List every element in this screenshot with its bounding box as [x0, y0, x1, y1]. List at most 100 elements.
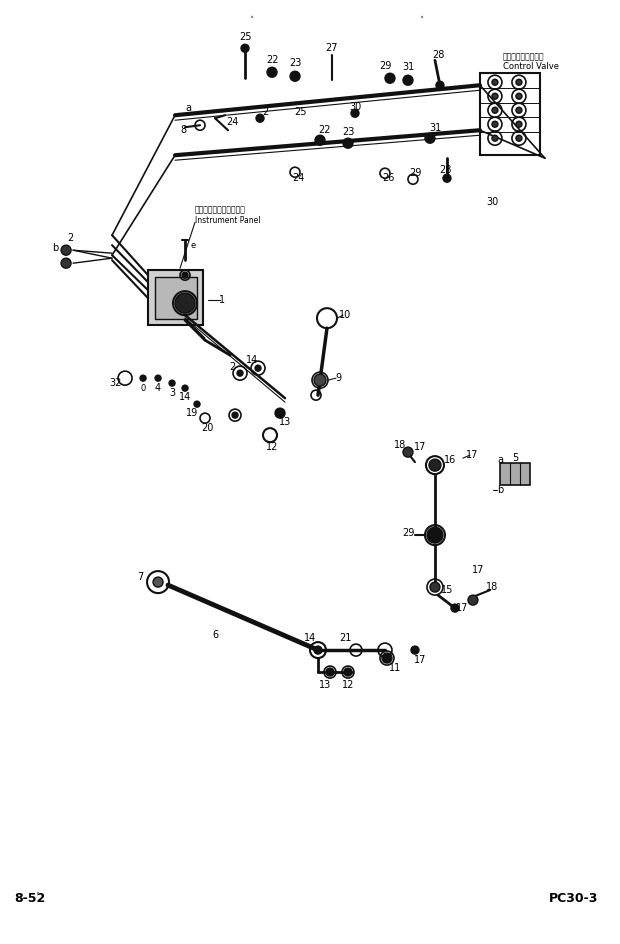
Circle shape [140, 375, 146, 381]
Text: 23: 23 [342, 127, 354, 137]
Text: 5: 5 [512, 453, 518, 464]
Text: 21: 21 [339, 633, 351, 643]
Text: 28: 28 [432, 50, 444, 60]
Text: 26: 26 [382, 173, 394, 183]
Bar [155, 278, 197, 319]
Circle shape [153, 577, 163, 587]
Text: 18: 18 [486, 582, 498, 592]
Circle shape [314, 646, 322, 654]
Text: 11: 11 [389, 663, 401, 673]
Circle shape [451, 604, 459, 612]
Text: インストルメントパネル: インストルメントパネル [195, 206, 246, 214]
Text: 12: 12 [266, 442, 278, 452]
Text: 25: 25 [239, 32, 251, 42]
Circle shape [326, 668, 334, 676]
Text: 30: 30 [349, 102, 361, 112]
Text: e: e [190, 241, 196, 250]
Text: 17: 17 [456, 603, 468, 613]
Text: 19: 19 [186, 408, 198, 418]
Circle shape [516, 135, 522, 142]
Circle shape [182, 272, 188, 278]
Circle shape [169, 380, 175, 386]
Text: PC30-3: PC30-3 [549, 891, 598, 904]
Text: 15: 15 [441, 585, 453, 595]
Text: 4: 4 [155, 383, 161, 393]
Circle shape [256, 114, 264, 122]
Bar [148, 270, 203, 325]
Text: 29: 29 [402, 528, 414, 538]
Circle shape [492, 108, 498, 113]
Circle shape [255, 365, 261, 371]
Circle shape [194, 401, 200, 407]
Text: 31: 31 [429, 124, 441, 133]
Text: 13: 13 [319, 680, 331, 690]
Circle shape [241, 44, 249, 52]
Text: 20: 20 [201, 423, 213, 433]
Circle shape [436, 81, 444, 90]
Circle shape [290, 71, 300, 81]
Text: 8: 8 [180, 126, 186, 135]
Circle shape [492, 79, 498, 85]
Text: 29: 29 [379, 61, 391, 71]
Text: 9: 9 [335, 373, 341, 383]
Circle shape [351, 110, 359, 117]
Text: 17: 17 [414, 442, 426, 452]
Circle shape [182, 385, 188, 391]
Text: 2: 2 [229, 362, 235, 372]
Circle shape [492, 121, 498, 127]
Text: 32: 32 [109, 379, 122, 388]
Circle shape [403, 76, 413, 85]
Text: 13: 13 [279, 417, 291, 427]
Bar [480, 74, 540, 155]
Text: 23: 23 [289, 59, 301, 68]
Text: a: a [497, 455, 503, 465]
Circle shape [468, 595, 478, 605]
Text: 14: 14 [304, 633, 316, 643]
Text: 28: 28 [439, 165, 451, 176]
Text: 0: 0 [140, 383, 146, 393]
Circle shape [61, 245, 71, 255]
Circle shape [385, 74, 395, 83]
Text: 3: 3 [169, 388, 175, 398]
Text: 14: 14 [179, 392, 191, 402]
Circle shape [411, 646, 419, 654]
Text: .: . [419, 3, 425, 22]
Text: .: . [249, 3, 255, 22]
Text: Instrument Panel: Instrument Panel [195, 215, 260, 225]
Circle shape [344, 668, 352, 676]
Circle shape [516, 108, 522, 113]
Text: 24: 24 [292, 173, 304, 183]
Circle shape [516, 93, 522, 99]
Circle shape [343, 138, 353, 148]
Text: 10: 10 [339, 311, 351, 320]
Circle shape [516, 121, 522, 127]
Text: コントロールバルブ: コントロールバルブ [503, 53, 544, 61]
Text: 2: 2 [262, 108, 268, 117]
Text: 30: 30 [486, 197, 498, 207]
Circle shape [267, 67, 277, 77]
Text: 8-52: 8-52 [14, 891, 45, 904]
Circle shape [232, 413, 238, 418]
Text: 31: 31 [402, 62, 414, 73]
Text: 1: 1 [219, 295, 225, 305]
Text: 29: 29 [409, 168, 421, 178]
Text: 25: 25 [294, 108, 306, 117]
Text: 22: 22 [319, 126, 331, 135]
Circle shape [315, 135, 325, 145]
Circle shape [155, 375, 161, 381]
Text: b: b [497, 485, 503, 495]
Text: 7: 7 [137, 572, 143, 582]
Text: .: . [35, 879, 41, 898]
Text: 17: 17 [414, 655, 426, 666]
Circle shape [492, 93, 498, 99]
Circle shape [61, 259, 71, 268]
Circle shape [175, 294, 195, 313]
Text: 14: 14 [246, 355, 258, 365]
Text: 16: 16 [444, 455, 456, 465]
Text: 27: 27 [326, 43, 339, 53]
Circle shape [430, 582, 440, 592]
Text: 24: 24 [226, 117, 238, 127]
Circle shape [427, 527, 443, 543]
Text: 6: 6 [212, 630, 218, 640]
Circle shape [429, 459, 441, 471]
